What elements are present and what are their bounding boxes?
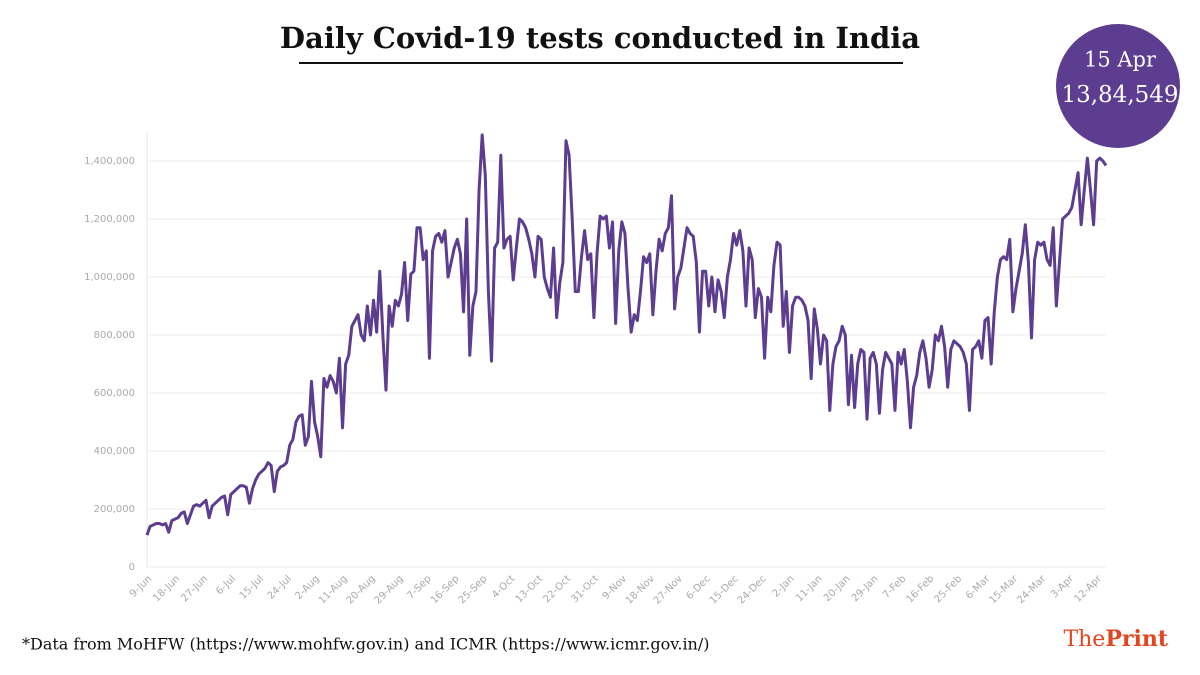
data-line [145, 133, 1108, 536]
x-tick-label: 22-Oct [541, 573, 573, 605]
chart-title: Daily Covid-19 tests conducted in India [280, 21, 920, 55]
x-tick-label: 18-Nov [624, 573, 657, 606]
y-tick-label: 200,000 [94, 504, 135, 515]
callout-value: 13,84,549 [1061, 82, 1178, 108]
source-note: *Data from MoHFW (https://www.mohfw.gov.… [22, 635, 710, 654]
y-tick-label: 0 [129, 562, 135, 573]
logo-part: Print [1105, 626, 1168, 652]
x-tick-label: 6-Jul [214, 573, 238, 597]
logo-part: The [1063, 627, 1105, 652]
x-tick-label: 20-Jan [822, 573, 853, 604]
x-tick-label: 31-Oct [569, 573, 601, 605]
x-tick-label: 24-Mar [1015, 573, 1048, 606]
x-tick-label: 24-Dec [736, 573, 769, 606]
x-tick-label: 11-Jan [794, 573, 825, 604]
x-tick-label: 11-Aug [317, 573, 350, 606]
x-tick-label: 25-Sep [457, 573, 490, 606]
x-tick-label: 12-Apr [1073, 573, 1105, 605]
x-tick-label: 24-Jul [266, 573, 294, 601]
x-tick-label: 16-Feb [904, 573, 936, 605]
x-tick-label: 16-Sep [429, 573, 462, 606]
x-tick-label: 27-Nov [652, 573, 685, 606]
x-tick-label: 9-Jun [128, 573, 154, 599]
x-tick-label: 15-Mar [987, 573, 1020, 606]
x-tick-label: 25-Feb [932, 573, 964, 605]
y-tick-label: 1,200,000 [84, 214, 135, 225]
x-tick-label: 13-Oct [514, 573, 546, 605]
x-tick-label: 15-Dec [708, 573, 741, 606]
y-tick-label: 400,000 [94, 446, 135, 457]
x-tick-label: 29-Jan [850, 573, 881, 604]
x-tick-label: 18-Jun [151, 573, 182, 604]
x-tick-label: 27-Jun [179, 573, 210, 604]
y-tick-label: 1,000,000 [84, 272, 135, 283]
y-tick-label: 1,400,000 [84, 156, 135, 167]
logo: ThePrint [1063, 626, 1168, 652]
y-tick-label: 800,000 [94, 330, 135, 341]
x-tick-label: 20-Aug [345, 573, 378, 606]
callout-badge [1056, 24, 1180, 148]
x-tick-label: 15-Jul [238, 573, 266, 601]
x-tick-label: 29-Aug [373, 573, 406, 606]
y-tick-label: 600,000 [94, 388, 135, 399]
x-tick-label: 2-Jan [771, 573, 797, 599]
callout-date: 15 Apr [1084, 48, 1157, 72]
